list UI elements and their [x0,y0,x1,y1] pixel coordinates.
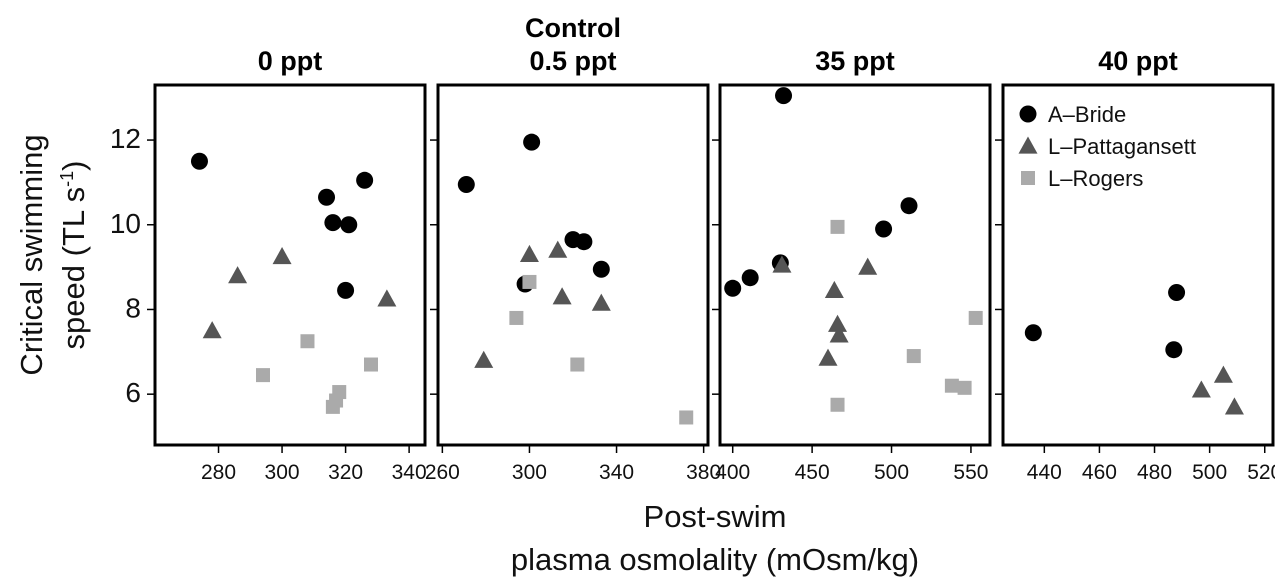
data-point [1165,341,1183,359]
data-point [1213,365,1233,383]
data-point [944,378,959,393]
panel-3: 35 ppt 400 450 500 550 [712,46,992,484]
data-point [906,349,921,364]
x-tick-label: 440 [1027,461,1062,484]
legend-label: L–Rogers [1048,166,1143,191]
data-point [575,233,593,251]
panel-4: 40 ppt 440 460 480 500 520 A–Bride L–Pattaganse… [995,46,1275,484]
data-point [552,287,572,305]
data-point [875,220,893,238]
data-point [318,188,336,206]
data-point [968,310,983,325]
x-tick-label: 340 [599,461,634,484]
x-axis-label-line1: Post-swim [644,499,787,534]
data-point [592,260,610,278]
data-point [830,219,845,234]
x-tick-label: 520 [1247,461,1275,484]
data-point [519,244,539,263]
data-point [377,289,397,307]
y-tick-label: 12 [110,123,141,154]
data-point [356,171,374,189]
data-point [900,197,918,215]
data-point [1024,324,1042,342]
x-tick-label: 300 [512,461,547,484]
panel-title: 40 ppt [1098,46,1178,76]
data-point [679,410,694,425]
data-point [829,325,849,343]
y-axis-label-line1: Critical swimming [14,134,49,375]
legend-marker [1019,105,1037,123]
y-axis-label: Critical swimming speed (TL s-1) [14,134,91,375]
y-axis-label-line2: speed (TL s-1) [56,161,91,350]
data-point [337,281,355,299]
panel-title: 0 ppt [258,46,323,76]
panel-title: Control [525,13,621,43]
data-point [1191,380,1211,398]
x-tick-label: 320 [328,461,363,484]
data-point [228,266,248,284]
y-tick-label: 8 [125,292,141,323]
data-point [591,293,611,311]
data-point [828,314,848,332]
data-point [724,279,742,297]
data-point [858,257,878,275]
data-point [570,357,585,372]
legend-marker [1018,136,1038,154]
data-point [364,357,378,372]
data-point [340,216,358,234]
panel-title: 35 ppt [815,46,895,76]
legend-label: L–Pattagansett [1048,134,1196,159]
legend-marker [1021,171,1035,185]
data-point [1224,397,1244,415]
x-tick-label: 550 [953,461,988,484]
data-point [772,255,792,273]
y-tick-label: 10 [110,208,141,239]
panel-frame [718,83,992,447]
panel-1: 0 ppt 6 8 10 12 280 300 320 340 [110,46,427,484]
x-tick-label: 260 [425,461,460,484]
legend: A–Bride L–Pattagansett L–Rogers [1018,102,1196,191]
panel-frame [436,83,710,447]
panel-title: 0.5 ppt [529,46,616,76]
data-point [775,87,793,105]
legend-label: A–Bride [1048,102,1126,127]
x-tick-label: 500 [874,461,909,484]
data-point [190,152,208,170]
data-point [957,380,972,395]
data-point [818,348,838,366]
x-tick-label: 400 [715,461,750,484]
data-point [272,247,292,265]
x-tick-label: 450 [795,461,830,484]
data-point [523,133,541,151]
data-point [522,274,537,289]
data-point [824,280,844,299]
data-point [474,350,494,368]
y-tick-label: 6 [125,377,141,408]
x-tick-label: 300 [265,461,300,484]
x-tick-label: 460 [1082,461,1117,484]
panel-frame [153,83,427,447]
data-point [332,385,347,400]
x-tick-label: 340 [392,461,427,484]
data-point [324,214,342,232]
data-point [548,240,568,258]
x-axis-label-line2: plasma osmolality (mOsm/kg) [511,542,919,577]
data-point [830,397,845,412]
data-point [1168,284,1186,302]
panel-frame [1001,83,1275,447]
data-point [202,321,222,339]
data-point [300,334,315,349]
data-point [741,269,759,287]
x-tick-label: 480 [1137,461,1172,484]
x-tick-label: 500 [1192,461,1227,484]
x-tick-label: 280 [201,461,236,484]
x-tick-label: 380 [686,461,721,484]
data-point [256,368,270,383]
data-point [509,310,524,325]
data-point [325,399,340,414]
data-point [457,176,475,194]
